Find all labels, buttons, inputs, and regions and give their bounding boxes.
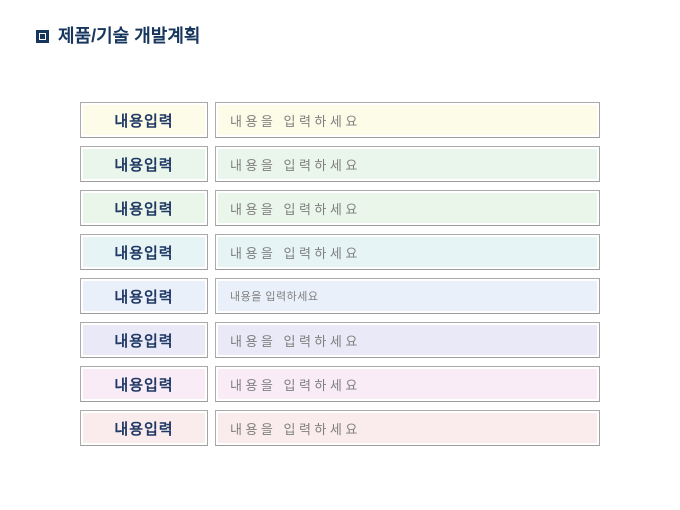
form-row: 내용입력 내용을 입력하세요 [80, 146, 600, 182]
page-header: 제품/기술 개발계획 [36, 27, 200, 45]
page-title: 제품/기술 개발계획 [58, 26, 201, 46]
row-label: 내용입력 [114, 200, 174, 218]
row-label-box: 내용입력 [80, 234, 208, 270]
row-input-field[interactable]: 내용을 입력하세요 [215, 366, 600, 402]
row-input-field[interactable]: 내용을 입력하세요 [215, 102, 600, 138]
row-label: 내용입력 [114, 244, 174, 262]
row-placeholder: 내용을 입력하세요 [230, 291, 319, 303]
row-placeholder: 내용을 입력하세요 [230, 245, 361, 261]
form-row: 내용입력 내용을 입력하세요 [80, 190, 600, 226]
rows-list: 내용입력 내용을 입력하세요 내용입력 내용을 입력하세요 내용입력 내용을 입… [80, 102, 600, 454]
form-row: 내용입력 내용을 입력하세요 [80, 234, 600, 270]
row-input-field[interactable]: 내용을 입력하세요 [215, 410, 600, 446]
row-input-field[interactable]: 내용을 입력하세요 [215, 146, 600, 182]
row-placeholder: 내용을 입력하세요 [230, 377, 361, 393]
row-label: 내용입력 [114, 112, 174, 130]
row-input-field[interactable]: 내용을 입력하세요 [215, 190, 600, 226]
row-label: 내용입력 [114, 420, 174, 438]
row-placeholder: 내용을 입력하세요 [230, 333, 361, 349]
row-placeholder: 내용을 입력하세요 [230, 113, 361, 129]
row-label: 내용입력 [114, 332, 174, 350]
row-label-box: 내용입력 [80, 146, 208, 182]
row-input-field[interactable]: 내용을 입력하세요 [215, 322, 600, 358]
row-placeholder: 내용을 입력하세요 [230, 201, 361, 217]
form-row: 내용입력 내용을 입력하세요 [80, 278, 600, 314]
square-in-square-icon [36, 29, 49, 43]
row-placeholder: 내용을 입력하세요 [230, 157, 361, 173]
square-in-square-icon-core [40, 33, 45, 39]
form-row: 내용입력 내용을 입력하세요 [80, 322, 600, 358]
row-label-box: 내용입력 [80, 410, 208, 446]
row-input-field[interactable]: 내용을 입력하세요 [215, 234, 600, 270]
row-label: 내용입력 [114, 376, 174, 394]
row-label: 내용입력 [114, 288, 174, 306]
row-label-box: 내용입력 [80, 102, 208, 138]
form-row: 내용입력 내용을 입력하세요 [80, 410, 600, 446]
row-input-field[interactable]: 내용을 입력하세요 [215, 278, 600, 314]
form-row: 내용입력 내용을 입력하세요 [80, 102, 600, 138]
form-row: 내용입력 내용을 입력하세요 [80, 366, 600, 402]
row-label-box: 내용입력 [80, 322, 208, 358]
row-label-box: 내용입력 [80, 278, 208, 314]
row-label-box: 내용입력 [80, 366, 208, 402]
row-placeholder: 내용을 입력하세요 [230, 421, 361, 437]
row-label-box: 내용입력 [80, 190, 208, 226]
row-label: 내용입력 [114, 156, 174, 174]
